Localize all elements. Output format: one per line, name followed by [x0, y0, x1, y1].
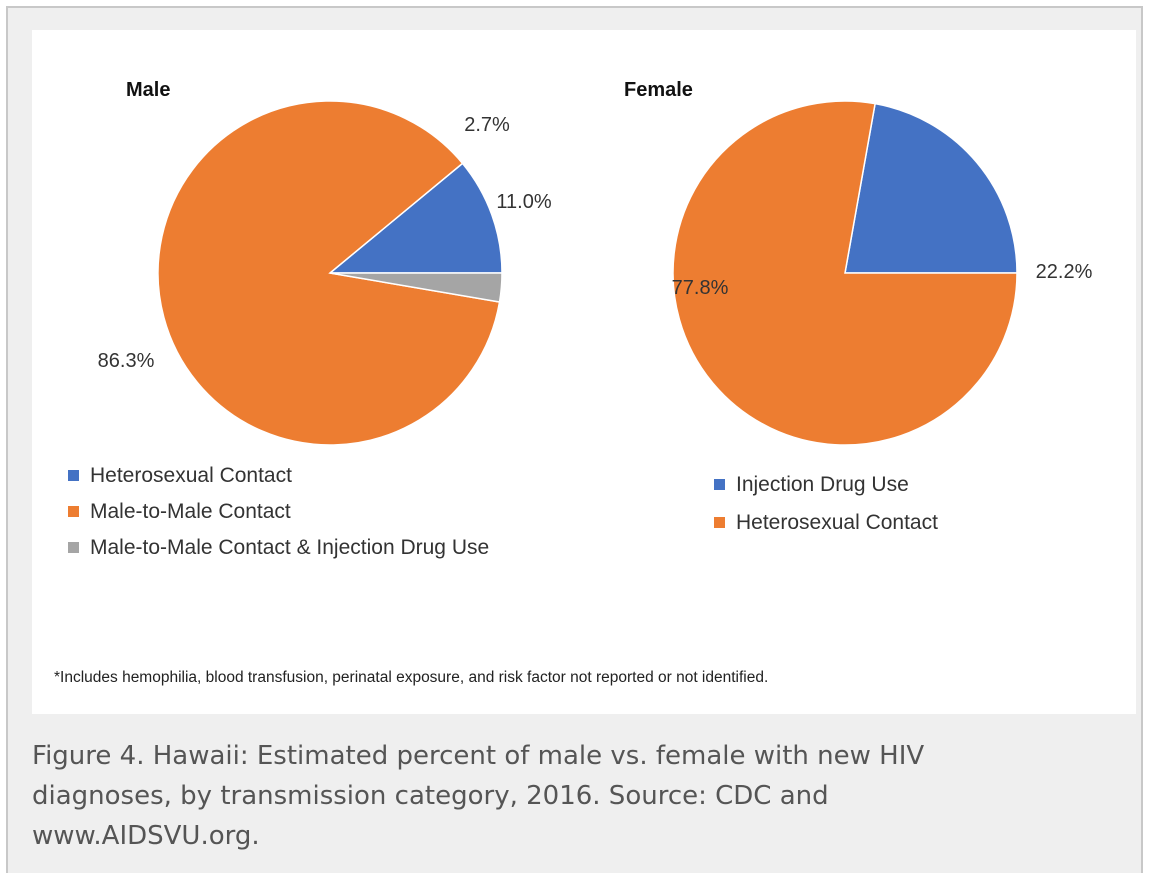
male-slice-male-to-male-contact-injection-drug-use — [329, 272, 503, 303]
male-legend-label-male-to-male-contact-injection-drug-use: Male-to-Male Contact & Injection Drug Us… — [90, 536, 489, 559]
female-chart-title: Female — [624, 79, 693, 101]
pie-charts-svg: *Includes hemophilia, blood transfusion,… — [54, 79, 1093, 686]
male-data-label-heterosexual-contact: 11.0% — [496, 191, 551, 213]
female-legend-label-injection-drug-use: Injection Drug Use — [736, 473, 909, 496]
female-slice-injection-drug-use — [844, 102, 1018, 274]
male-legend-swatch-heterosexual-contact — [68, 470, 79, 481]
female-legend-swatch-heterosexual-contact — [714, 517, 725, 528]
male-slice-heterosexual-contact — [327, 162, 503, 274]
male-slice-male-to-male-contact — [157, 100, 501, 446]
male-legend-label-male-to-male-contact: Male-to-Male Contact — [90, 500, 291, 523]
male-legend-swatch-male-to-male-contact — [68, 506, 79, 517]
male-chart-title: Male — [126, 79, 170, 101]
figure-frame: *Includes hemophilia, blood transfusion,… — [6, 6, 1143, 873]
female-slice-heterosexual-contact — [672, 100, 1018, 446]
footnote-text: *Includes hemophilia, blood transfusion,… — [54, 669, 768, 686]
male-data-label-male-to-male-contact-injection-drug-use: 2.7% — [464, 114, 510, 136]
male-legend-swatch-male-to-male-contact-injection-drug-use — [68, 542, 79, 553]
male-data-label-male-to-male-contact: 86.3% — [98, 350, 155, 372]
male-legend-label-heterosexual-contact: Heterosexual Contact — [90, 464, 292, 487]
female-legend-label-heterosexual-contact: Heterosexual Contact — [736, 511, 938, 534]
figure-image: *Includes hemophilia, blood transfusion,… — [32, 30, 1136, 714]
female-data-label-heterosexual-contact: 77.8% — [672, 277, 729, 299]
figure-caption: Figure 4. Hawaii: Estimated percent of m… — [32, 741, 925, 851]
female-data-label-injection-drug-use: 22.2% — [1036, 261, 1093, 283]
female-legend-swatch-injection-drug-use — [714, 479, 725, 490]
